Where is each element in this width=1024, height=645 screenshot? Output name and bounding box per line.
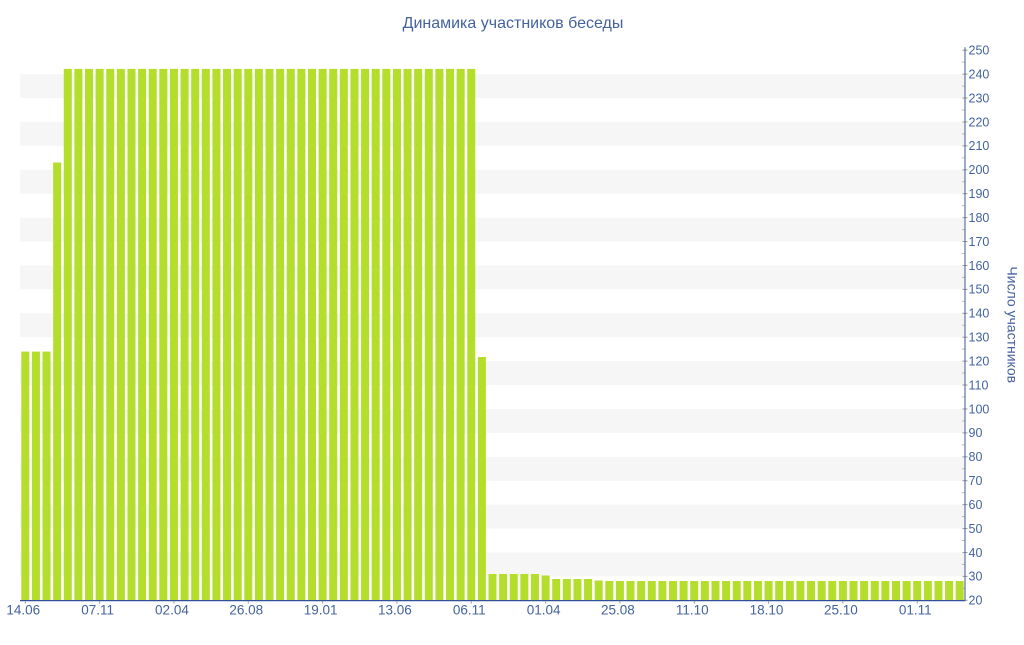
- svg-text:06.11: 06.11: [453, 603, 486, 618]
- svg-text:11.10: 11.10: [676, 603, 709, 618]
- svg-text:Число участников: Число участников: [1005, 266, 1021, 383]
- svg-text:60: 60: [969, 498, 983, 512]
- svg-text:210: 210: [969, 139, 990, 153]
- svg-text:18.10: 18.10: [750, 603, 784, 618]
- svg-text:110: 110: [969, 378, 989, 392]
- svg-text:50: 50: [969, 522, 983, 536]
- svg-text:140: 140: [969, 307, 990, 321]
- svg-text:170: 170: [969, 235, 990, 249]
- svg-text:40: 40: [969, 546, 983, 560]
- svg-text:200: 200: [969, 163, 990, 177]
- svg-text:20: 20: [969, 594, 983, 608]
- svg-text:70: 70: [969, 474, 983, 488]
- svg-text:13.06: 13.06: [378, 603, 412, 618]
- svg-text:190: 190: [969, 187, 990, 201]
- svg-text:250: 250: [969, 44, 990, 58]
- svg-text:100: 100: [969, 402, 990, 416]
- svg-text:160: 160: [969, 259, 990, 273]
- svg-text:01.11: 01.11: [899, 603, 932, 618]
- svg-text:25.10: 25.10: [824, 603, 858, 618]
- svg-text:240: 240: [969, 67, 990, 81]
- svg-text:01.04: 01.04: [527, 603, 561, 618]
- svg-text:Динамика участников беседы: Динамика участников беседы: [403, 15, 624, 32]
- svg-text:07.11: 07.11: [81, 603, 114, 618]
- svg-text:120: 120: [969, 354, 990, 368]
- svg-text:180: 180: [969, 211, 990, 225]
- svg-text:90: 90: [969, 426, 983, 440]
- svg-text:30: 30: [969, 570, 983, 584]
- svg-text:02.04: 02.04: [155, 603, 189, 618]
- svg-text:220: 220: [969, 115, 990, 129]
- svg-text:130: 130: [969, 331, 990, 345]
- svg-text:230: 230: [969, 91, 990, 105]
- svg-text:14.06: 14.06: [6, 603, 40, 618]
- svg-text:26.08: 26.08: [229, 603, 263, 618]
- svg-text:150: 150: [969, 283, 990, 297]
- svg-text:80: 80: [969, 450, 983, 464]
- svg-text:19.01: 19.01: [304, 603, 338, 618]
- svg-text:25.08: 25.08: [601, 603, 635, 618]
